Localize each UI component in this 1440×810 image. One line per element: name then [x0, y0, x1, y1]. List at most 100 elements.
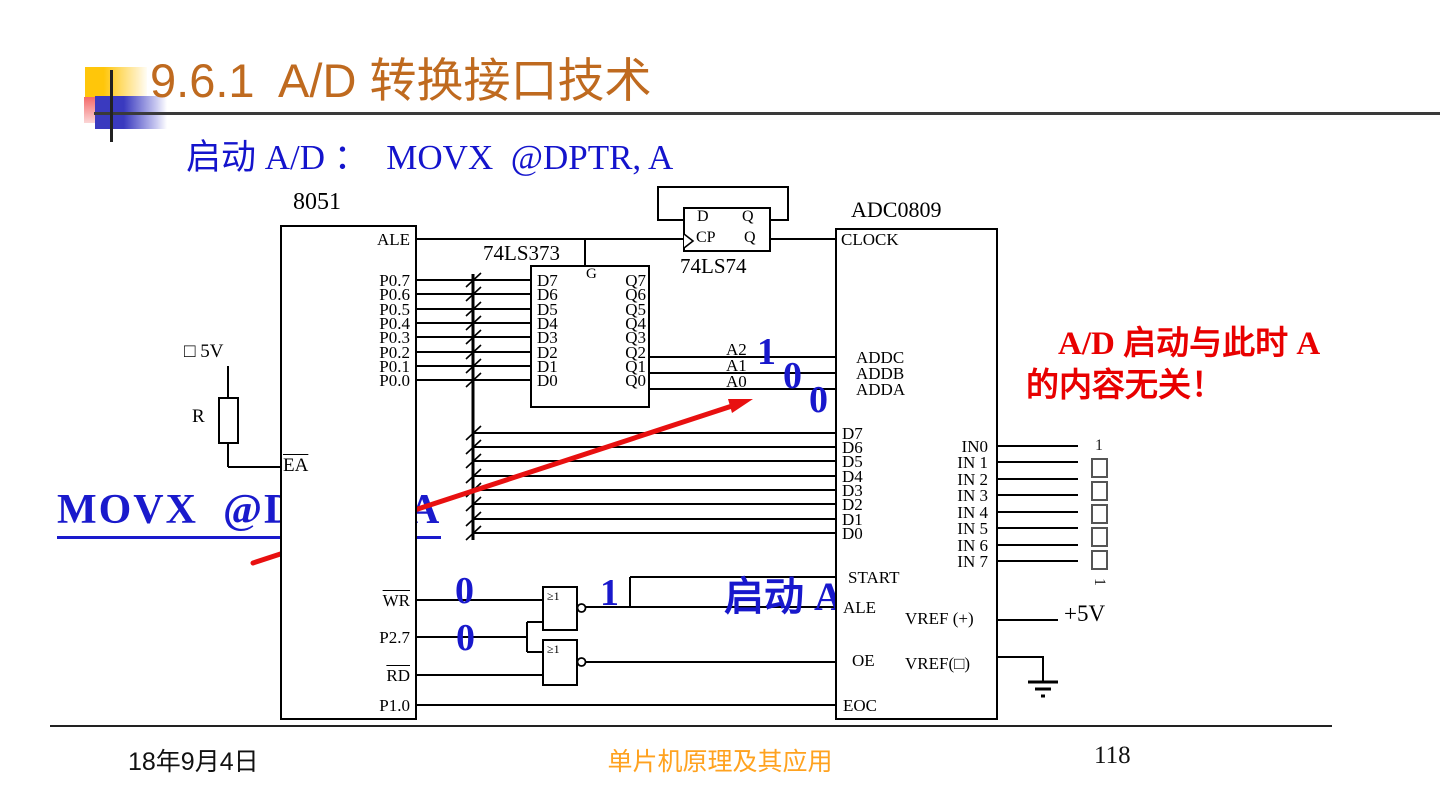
nor-gate-1	[542, 586, 578, 631]
pin-8051-wr: WR	[382, 591, 410, 610]
pin-adc-adda: ADDA	[856, 380, 906, 399]
pin-adc-ale: ALE	[843, 598, 877, 617]
pin-adc-d3: D3	[842, 481, 863, 500]
deco-crosshair-line	[110, 70, 113, 142]
pin-373-q3: Q3	[625, 328, 646, 347]
pin-adc-in3: IN 3	[957, 486, 988, 505]
pin-8051-ale: ALE	[376, 230, 410, 249]
pin-adc-oe: OE	[852, 651, 875, 670]
chip-name-74ls373: 74LS373	[483, 241, 561, 265]
pin-373-q5: Q5	[625, 300, 646, 319]
pin-adc-clock: CLOCK	[841, 230, 899, 249]
pin-8051-p05: P0.5	[379, 300, 410, 319]
pin-adc-in5: IN 5	[957, 519, 988, 538]
resistor-body	[218, 397, 239, 444]
plus5v-label: +5V	[1064, 601, 1106, 626]
pin-373-d1: D1	[537, 357, 558, 376]
footer-page-number: 118	[1094, 742, 1131, 769]
pin-adc-in1: IN 1	[957, 453, 988, 472]
pin-adc-d4: D4	[842, 467, 863, 486]
deco-yellow-square	[85, 67, 147, 98]
pin-adc-in2: IN 2	[957, 470, 988, 489]
chip-8051	[280, 225, 417, 720]
pin-8051-rd: RD	[386, 666, 410, 685]
pin-8051-ea: EA	[283, 455, 309, 476]
title-rule	[94, 112, 1440, 115]
pin-adc-d2: D2	[842, 495, 863, 514]
pin-373-g: G	[586, 266, 597, 282]
pin-adc-in4: IN 4	[957, 503, 988, 522]
note-line2: 的内容无关！	[1026, 368, 1224, 404]
pin-8051-p06: P0.6	[379, 285, 410, 304]
level-wr: 0	[455, 570, 474, 612]
pin-8051-p04: P0.4	[379, 314, 410, 333]
missing-glyph-box	[1090, 550, 1108, 570]
chip-name-adc0809: ADC0809	[851, 197, 942, 222]
analog-input-column: 1 1	[1085, 437, 1113, 591]
chip-name-74ls74: 74LS74	[680, 254, 747, 278]
net-label-a1: A1	[726, 356, 747, 375]
pin-74-cp: CP	[696, 229, 716, 246]
pin-373-d6: D6	[537, 285, 558, 304]
resistor-label: R	[192, 406, 205, 427]
analog-col-bottom: 1	[1091, 578, 1108, 586]
pin-adc-eoc: EOC	[843, 696, 877, 715]
pin-373-q7: Q7	[625, 271, 646, 290]
pin-373-q1: Q1	[625, 357, 646, 376]
pin-373-d5: D5	[537, 300, 558, 319]
clock-triangle-icon	[683, 233, 695, 249]
pin-373-d0: D0	[537, 371, 558, 390]
pin-adc-start: START	[848, 568, 900, 587]
pin-adc-in7: IN 7	[957, 552, 988, 571]
pin-373-d4: D4	[537, 314, 558, 333]
missing-glyph-box	[1090, 504, 1108, 524]
pin-8051-p01: P0.1	[379, 357, 410, 376]
page-title: 9.6.1 A/D 转换接口技术	[150, 54, 652, 107]
pin-74-d: D	[697, 208, 709, 225]
missing-glyph-box	[1090, 527, 1108, 547]
pin-373-d7: D7	[537, 271, 558, 290]
net-label-a2: A2	[726, 340, 747, 359]
nor-gate-2-label: ≥1	[547, 642, 560, 656]
pin-adc-addc: ADDC	[856, 348, 905, 367]
pin-adc-d1: D1	[842, 510, 863, 529]
analog-col-top: 1	[1095, 437, 1103, 454]
pin-8051-p07: P0.7	[379, 271, 410, 290]
pin-8051-p02: P0.2	[379, 343, 410, 362]
pin-adc-vref-pos: VREF (+)	[905, 609, 974, 628]
pin-373-q2: Q2	[625, 343, 646, 362]
footer-date: 18年9月4日	[128, 748, 259, 776]
chip-adc0809	[835, 228, 998, 720]
pin-74-qbar: Q	[742, 208, 754, 225]
net-label-a0: A0	[726, 372, 747, 391]
pin-adc-vref-neg: VREF(□)	[905, 654, 971, 673]
pin-8051-p03: P0.3	[379, 328, 410, 347]
pin-8051-p00: P0.0	[379, 371, 410, 390]
subtitle-instruction: 启动 A/D ： MOVX @DPTR, A	[186, 138, 674, 177]
chip-74ls74	[683, 207, 771, 252]
level-a1: 0	[783, 355, 802, 397]
pin-adc-d6: D6	[842, 438, 863, 457]
level-p27: 0	[456, 617, 475, 659]
level-a0: 0	[809, 379, 828, 421]
level-gate-out: 1	[600, 572, 619, 614]
chip-74ls373	[530, 265, 650, 408]
pin-adc-d5: D5	[842, 452, 863, 471]
pin-373-d3: D3	[537, 328, 558, 347]
pin-8051-p27: P2.7	[379, 628, 410, 647]
pin-74-q: Q	[744, 229, 756, 246]
note-line1: A/D 启动与此时 A	[1058, 326, 1321, 362]
pin-adc-d7: D7	[842, 424, 863, 443]
pin-adc-in6: IN 6	[957, 536, 988, 555]
footer-course-title: 单片机原理及其应用	[607, 748, 833, 776]
pin-373-q4: Q4	[625, 314, 646, 333]
pin-373-d2: D2	[537, 343, 558, 362]
chip-name-8051: 8051	[293, 189, 341, 215]
pin-adc-in0: IN0	[961, 437, 988, 456]
pullup-5v-label: □ 5V	[184, 341, 224, 362]
pin-adc-d0: D0	[842, 524, 863, 543]
pin-8051-p10: P1.0	[379, 696, 410, 715]
pin-373-q0: Q0	[625, 371, 646, 390]
